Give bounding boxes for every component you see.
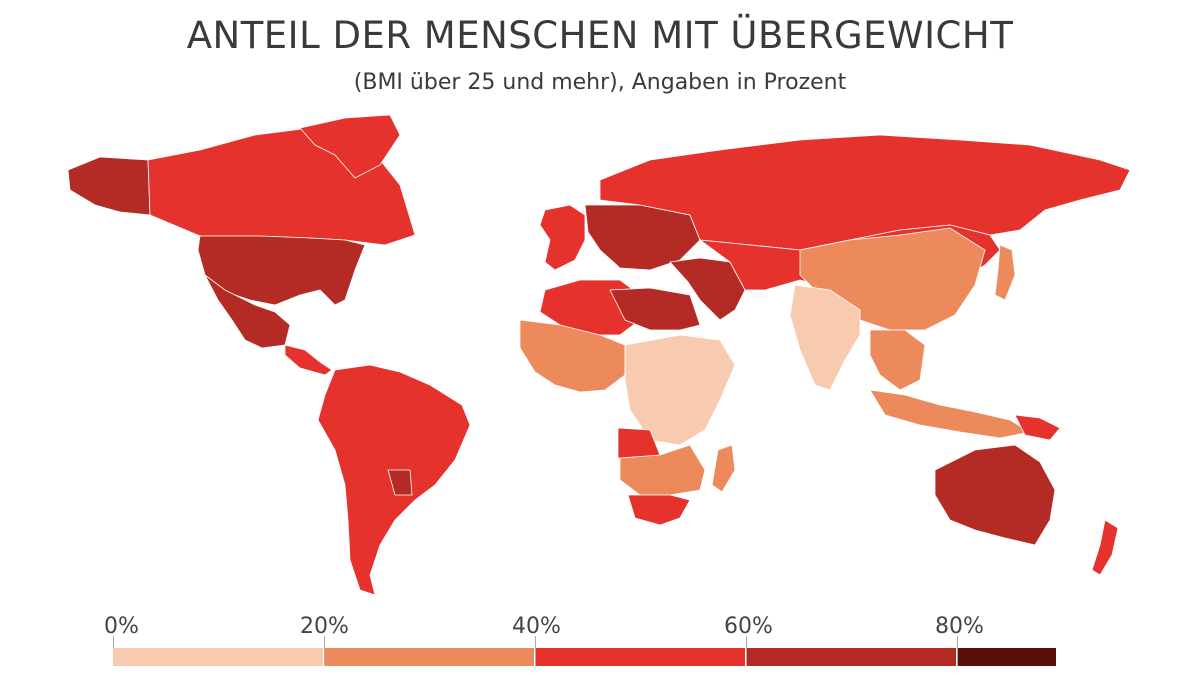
region-papua-neuguinea: Papua-Neuguinea: [1014, 414, 1061, 441]
region-australien: Australien: [934, 444, 1056, 546]
region-zentral-ostafrika: Zentral- & Ostafrika: [624, 334, 736, 446]
region-japan: Japan: [994, 244, 1016, 301]
legend-tick: [535, 636, 536, 666]
region-grönland: Grönland: [299, 114, 401, 179]
region-südliches-afrika: Südliches Afrika: [619, 444, 706, 496]
legend-swatch-20-40: [325, 648, 534, 666]
region-libyen-ägypten: Libyen / Ägypten: [609, 287, 701, 331]
legend-label-80: 80%: [935, 614, 984, 639]
legend-tick: [746, 636, 747, 666]
map-subtitle: (BMI über 25 und mehr), Angaben in Proze…: [353, 70, 847, 95]
region-südostasien: Südostasien: [869, 329, 926, 391]
region-neuseeland: Neuseeland: [1091, 519, 1119, 576]
region-indonesien: Indonesien: [869, 389, 1032, 439]
region-westeuropa: Westeuropa: [539, 204, 586, 271]
region-südafrika: Südafrika: [627, 494, 691, 526]
legend-swatch-80-plus: [958, 648, 1056, 666]
region-naher-osten: Naher Osten: [669, 257, 746, 321]
legend-tick: [324, 636, 325, 666]
region-westafrika: Westafrika: [519, 319, 626, 393]
legend-label-0: 0%: [104, 614, 139, 639]
legend-label-60: 60%: [724, 614, 773, 639]
map-title: ANTEIL DER MENSCHEN MIT ÜBERGEWICHT: [186, 14, 1014, 57]
region-russland: Russland: [599, 134, 1131, 251]
legend-swatch-0-20: [113, 648, 323, 666]
region-madagaskar: Madagaskar: [711, 444, 736, 493]
legend-swatch-60-80: [747, 648, 956, 666]
region-indien: Indien: [789, 284, 861, 391]
region-paraguay: Paraguay: [387, 469, 413, 496]
legend-swatch-40-60: [536, 648, 745, 666]
legend-label-20: 20%: [300, 614, 349, 639]
region-mittelamerika: Mittelamerika: [284, 344, 333, 376]
legend-tick: [957, 636, 958, 666]
legend-label-40: 40%: [512, 614, 561, 639]
region-alaska: Alaska: [67, 156, 151, 216]
